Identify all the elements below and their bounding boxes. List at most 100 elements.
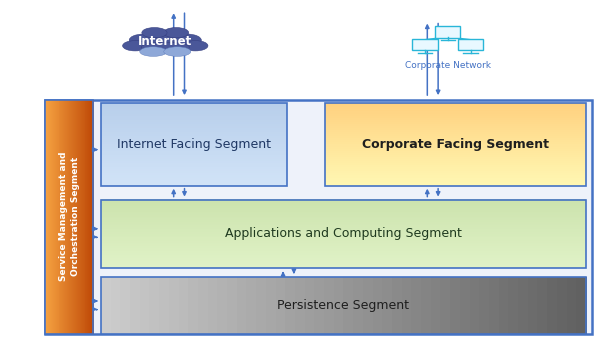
- Bar: [325, 140, 586, 142]
- FancyBboxPatch shape: [458, 39, 483, 50]
- Bar: [87, 100, 88, 334]
- Bar: [79, 100, 81, 334]
- Bar: [101, 121, 287, 124]
- Bar: [159, 277, 170, 334]
- Bar: [80, 100, 81, 334]
- Bar: [101, 254, 586, 256]
- Bar: [76, 100, 78, 334]
- Bar: [101, 109, 287, 111]
- Bar: [101, 245, 586, 248]
- Bar: [101, 238, 586, 241]
- Bar: [101, 160, 287, 163]
- Bar: [101, 214, 586, 217]
- Bar: [101, 133, 287, 136]
- Bar: [101, 261, 586, 263]
- FancyBboxPatch shape: [412, 39, 438, 50]
- Bar: [63, 100, 65, 334]
- Bar: [101, 232, 586, 234]
- Bar: [421, 277, 432, 334]
- Bar: [58, 100, 60, 334]
- Bar: [88, 100, 90, 334]
- Bar: [101, 207, 586, 210]
- Bar: [325, 177, 586, 180]
- Bar: [208, 277, 219, 334]
- Bar: [101, 115, 287, 118]
- Ellipse shape: [172, 34, 201, 46]
- Text: Internet: Internet: [138, 35, 192, 48]
- Bar: [101, 129, 287, 132]
- Ellipse shape: [163, 28, 189, 38]
- Bar: [101, 177, 287, 180]
- Bar: [499, 277, 510, 334]
- Ellipse shape: [139, 47, 167, 56]
- Bar: [101, 162, 287, 165]
- Bar: [82, 100, 84, 334]
- Bar: [101, 140, 287, 142]
- Bar: [314, 277, 325, 334]
- Bar: [85, 100, 87, 334]
- Bar: [325, 107, 586, 109]
- Bar: [325, 131, 586, 134]
- Bar: [295, 277, 306, 334]
- Bar: [198, 277, 209, 334]
- Bar: [101, 204, 586, 206]
- Bar: [382, 277, 393, 334]
- Bar: [401, 277, 412, 334]
- Bar: [518, 277, 529, 334]
- Bar: [101, 200, 586, 268]
- Bar: [101, 244, 586, 246]
- Bar: [344, 277, 355, 334]
- Bar: [325, 181, 586, 184]
- Bar: [101, 223, 586, 225]
- Bar: [101, 127, 287, 130]
- Bar: [82, 100, 83, 334]
- Bar: [101, 179, 287, 182]
- Bar: [77, 100, 78, 334]
- Bar: [64, 100, 66, 334]
- Bar: [101, 242, 586, 244]
- Bar: [101, 201, 586, 203]
- Bar: [325, 183, 586, 186]
- Bar: [101, 138, 287, 140]
- Bar: [101, 107, 287, 109]
- Bar: [460, 277, 471, 334]
- Bar: [101, 237, 586, 239]
- Bar: [469, 277, 480, 334]
- Text: Corporate Facing Segment: Corporate Facing Segment: [362, 138, 549, 151]
- Bar: [537, 277, 548, 334]
- Bar: [325, 117, 586, 120]
- Bar: [69, 100, 71, 334]
- Bar: [101, 166, 287, 169]
- Bar: [325, 129, 586, 132]
- Bar: [101, 111, 287, 114]
- Bar: [81, 100, 82, 334]
- Bar: [48, 100, 49, 334]
- Bar: [567, 277, 578, 334]
- Bar: [325, 162, 586, 165]
- Bar: [101, 206, 586, 208]
- Bar: [411, 277, 423, 334]
- Bar: [325, 148, 586, 151]
- Bar: [227, 277, 238, 334]
- Bar: [56, 100, 58, 334]
- Bar: [101, 103, 287, 186]
- Bar: [489, 277, 500, 334]
- Bar: [325, 164, 586, 167]
- Bar: [325, 103, 586, 105]
- Bar: [70, 100, 72, 334]
- Bar: [246, 277, 257, 334]
- Bar: [101, 277, 586, 334]
- Bar: [325, 169, 586, 171]
- Bar: [101, 233, 586, 236]
- Bar: [150, 277, 160, 334]
- Bar: [325, 144, 586, 147]
- Bar: [256, 277, 267, 334]
- Bar: [101, 103, 287, 105]
- Bar: [101, 252, 586, 255]
- Bar: [53, 100, 55, 334]
- Bar: [266, 277, 277, 334]
- Bar: [58, 100, 59, 334]
- Bar: [45, 100, 47, 334]
- Bar: [101, 146, 287, 149]
- Bar: [85, 100, 86, 334]
